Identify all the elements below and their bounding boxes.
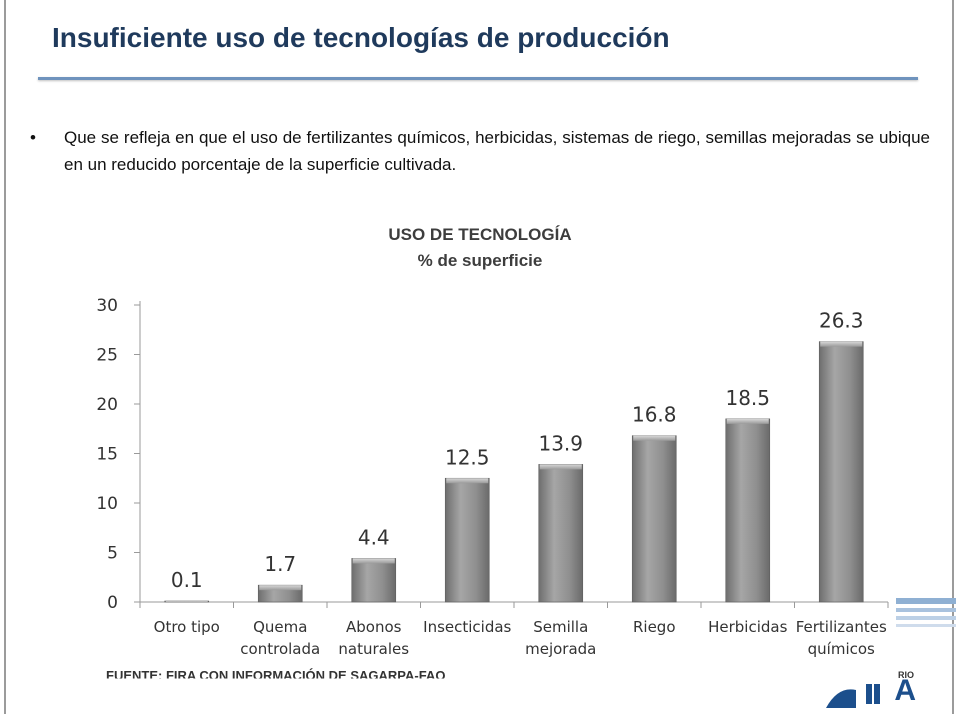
bar-value-label: 18.5 [725, 386, 770, 410]
chart-title-block: USO DE TECNOLOGÍA % de superficie [330, 222, 630, 274]
y-tick-label: 5 [107, 544, 118, 564]
title-divider [38, 77, 918, 80]
bar-cap [259, 585, 302, 591]
logo-icon [826, 682, 904, 708]
bar-value-label: 4.4 [358, 525, 390, 549]
bullet-dot: • [30, 128, 36, 147]
x-category-label: Riego [633, 618, 676, 636]
y-tick-label: 30 [96, 296, 118, 316]
bar-value-label: 16.8 [632, 403, 677, 427]
bar-value-label: 13.9 [538, 431, 583, 455]
bar [725, 418, 771, 603]
x-category-label: Otro tipo [154, 618, 220, 636]
institution-logo: RIO A [826, 668, 916, 708]
logo-letter: A [894, 674, 916, 707]
bullet-point: • Que se refleja en que el uso de fertil… [30, 124, 930, 178]
bar [444, 477, 490, 603]
y-tick-label: 10 [96, 494, 118, 514]
slide-title: Insuficiente uso de tecnologías de produ… [52, 22, 670, 53]
bar [351, 558, 397, 603]
bar-value-label: 26.3 [819, 309, 864, 333]
x-category-label: Insecticidas [423, 618, 511, 636]
bar-cap [539, 464, 582, 470]
bar-cap [446, 478, 489, 484]
y-tick-label: 20 [96, 395, 118, 415]
x-category-label: Fertilizantes químicos [796, 618, 887, 658]
chart-axes [134, 301, 889, 608]
bar-cap [165, 601, 208, 602]
bar-cap [633, 435, 676, 441]
bar-value-label: 0.1 [171, 568, 203, 592]
y-tick-label: 25 [96, 346, 118, 366]
bar [631, 435, 677, 603]
bar [538, 464, 584, 603]
decorative-stripes [896, 598, 956, 627]
y-tick-label: 0 [107, 593, 118, 613]
source-note: FUENTE: FIRA CON INFORMACIÓN DE SAGARPA-… [106, 668, 446, 683]
slide-frame [4, 0, 954, 714]
bullet-text: Que se refleja en que el uso de fertiliz… [64, 128, 930, 174]
bar-value-label: 1.7 [264, 552, 296, 576]
chart-subtitle: % de superficie [417, 251, 543, 270]
chart-title: USO DE TECNOLOGÍA [388, 225, 572, 244]
bar-cap [352, 558, 395, 564]
chart-labels: 0 5 10 15 20 25 30 0.1 Otro tipo 1.7 Quema controla… [96, 296, 887, 658]
y-tick-label: 15 [96, 445, 118, 465]
bar [818, 341, 864, 603]
bar-cap [726, 418, 769, 424]
bar-value-label: 12.5 [445, 445, 490, 469]
chart-bars [164, 341, 864, 603]
x-category-label: Herbicidas [708, 618, 787, 636]
x-category-label: Quema controlada [240, 618, 320, 658]
bar-cap [820, 341, 863, 347]
x-category-label: Abonos naturales [338, 618, 409, 658]
logo-small-text: RIO [897, 670, 914, 680]
x-category-label: Semilla mejorada [525, 618, 596, 658]
